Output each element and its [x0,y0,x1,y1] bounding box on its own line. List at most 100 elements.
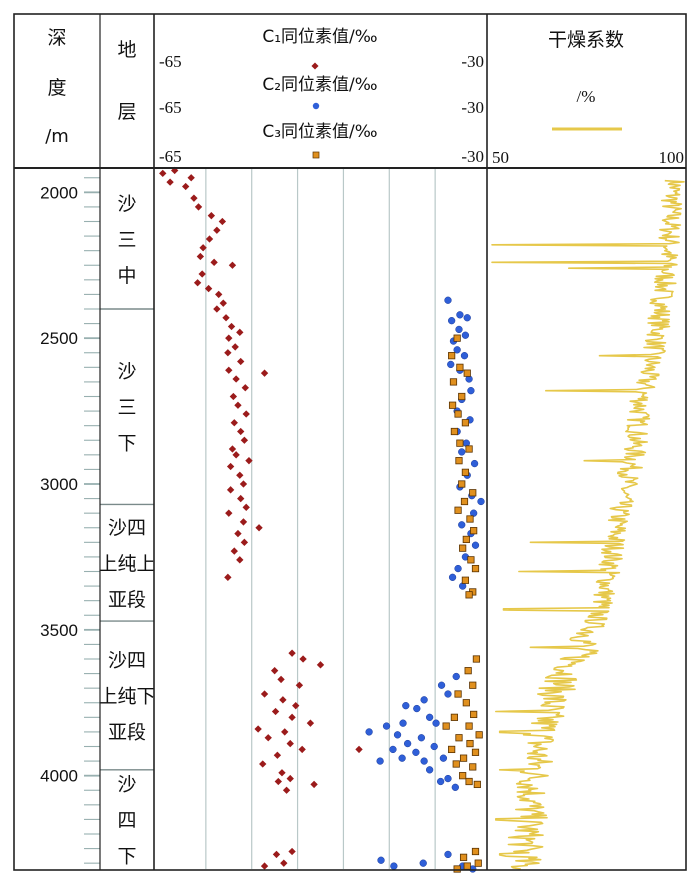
strata-label: 上纯下 [98,685,155,707]
c3-point [450,427,459,436]
c1-point [187,174,195,182]
c1-point [282,786,291,794]
c3-point [470,527,478,535]
c3-point [459,544,467,552]
c2-point [419,859,427,867]
c3-point [449,378,458,386]
c1-point [230,547,238,555]
c3-point [454,690,462,698]
c1-point [204,284,213,293]
c3-point [461,419,470,427]
depth-tick-label: 4000 [40,767,78,786]
c2-point [399,719,407,727]
c3-point [472,655,481,663]
strata-label: 下 [117,433,136,455]
c2-point [453,346,461,354]
c1-point [213,305,221,313]
c2-legend-label: C₂同位素值/‰ [262,75,377,95]
c3-point [442,722,450,730]
c2-point [451,783,459,791]
c2-point [420,757,428,765]
c3-point [448,352,456,360]
depth-axis: 2000 2500 3000 3500 4000 [40,177,100,864]
c3-point [458,392,466,401]
c3-point [461,468,470,476]
c3-point [464,667,472,675]
c2-point [402,702,410,710]
c3-point [471,748,480,756]
c2-point [432,719,440,727]
c2-point [444,850,452,859]
c1-point [240,538,249,547]
c1-point [278,769,286,777]
c1-point [286,774,294,783]
c3-point [453,334,461,342]
strata-label: 沙 [117,193,136,215]
dryness-axis-min: 50 [492,148,509,167]
c1-point [240,436,249,444]
c3-point [455,734,463,742]
c1-point [277,675,285,684]
c1-point [260,862,269,870]
c1-point [242,503,250,512]
c2-point [448,317,456,325]
strata-header-line: 层 [117,101,136,123]
c2-point [393,731,402,739]
c1-point [213,226,221,234]
c1-point [355,745,363,754]
c1-point [159,169,167,178]
c3-legend-label: C₃同位素值/‰ [262,122,377,142]
c2-point [377,856,385,864]
c1-point [295,681,304,689]
c3-point [454,410,462,418]
c3-axis-min: -65 [159,147,182,166]
c1-point [236,556,244,564]
c3-point [459,772,467,780]
c2-point [444,690,452,698]
c1-point [198,270,206,278]
depth-tick-label: 2000 [40,183,78,202]
c1-point [166,178,174,186]
dryness-unit: /% [577,87,596,106]
strata-label: 四 [117,809,136,831]
c1-point [286,739,294,748]
c1-point [226,486,235,494]
c2-point [382,722,391,730]
c2-axis-max: -30 [461,98,484,117]
c1-point [225,334,233,342]
strata-label: 沙四 [108,517,146,539]
c3-point [455,457,463,465]
c1-point [260,369,269,377]
c1-series [159,166,363,870]
c3-point [466,515,474,523]
c3-point [461,576,470,584]
c2-series [365,296,485,873]
c3-point [448,401,457,409]
c1-point [259,760,267,768]
c3-series [442,334,483,873]
c2-point [467,387,475,395]
c1-point [273,751,282,759]
c1-point [260,690,269,698]
c2-point [448,573,457,581]
c3-point [463,369,471,377]
c1-point [237,427,245,436]
isotope-grid [205,169,436,869]
dryness-title: 干燥系数 [548,29,624,51]
c1-point [288,649,296,657]
c1-point [271,707,280,716]
c3-point [473,780,481,789]
c2-point [390,862,398,870]
dryness-axis-max: 100 [659,148,685,167]
c1-point [281,728,289,736]
c1-point [292,701,300,710]
c1-point [306,719,315,727]
c1-point [237,357,245,366]
c2-point [389,745,397,754]
c3-point [454,506,462,514]
c1-point [239,480,248,488]
c3-point [452,760,460,768]
c2-point [376,757,384,765]
